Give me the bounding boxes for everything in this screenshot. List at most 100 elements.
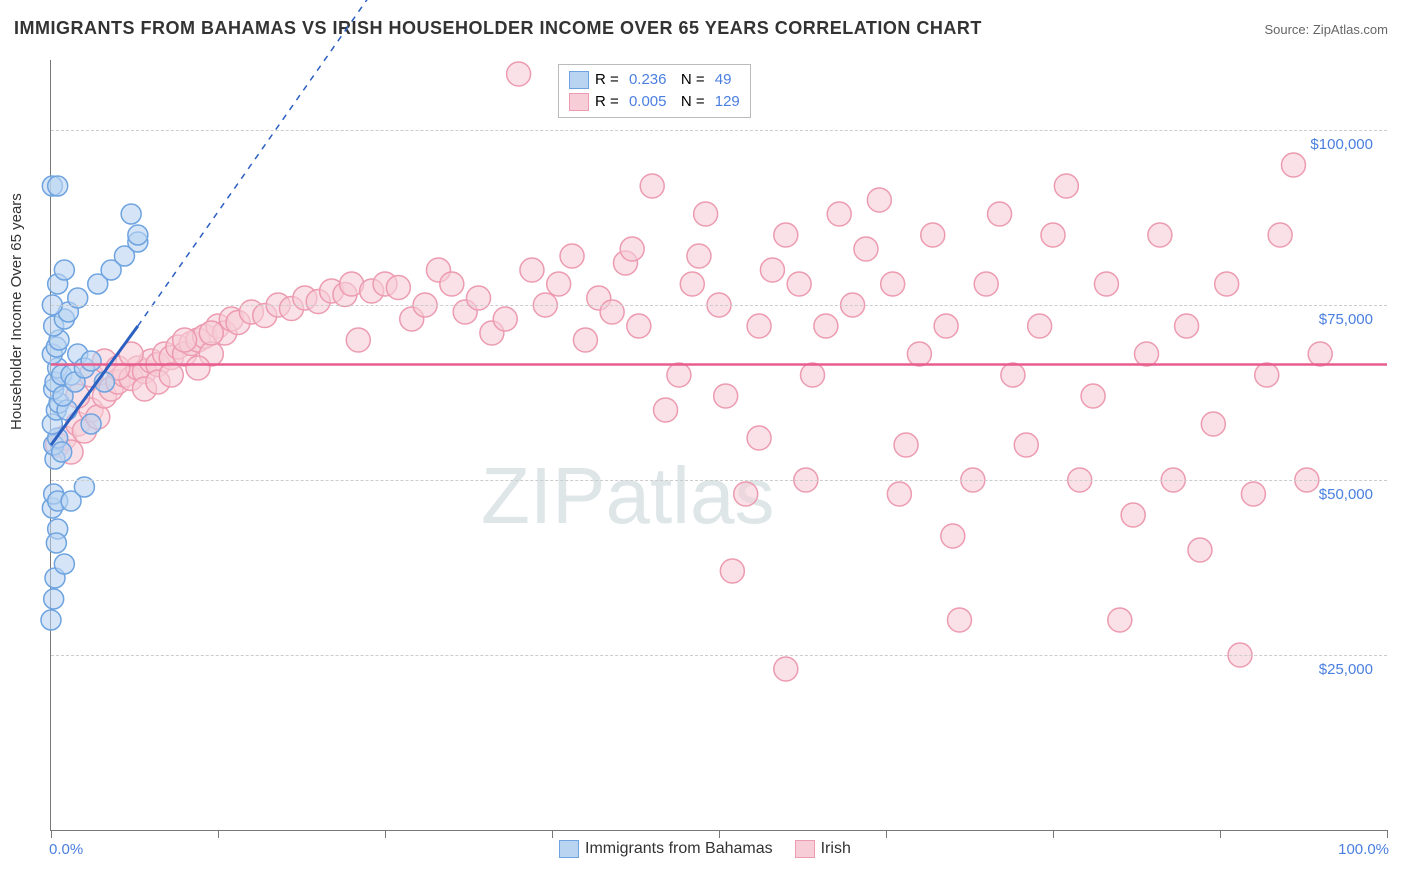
data-point-irish [1028,314,1052,338]
data-point-irish [801,363,825,387]
swatch-irish [569,93,589,111]
data-point-irish [694,202,718,226]
xtick [385,830,386,838]
legend-label-irish: Irish [821,840,851,858]
gridline-h [51,305,1387,306]
data-point-irish [440,272,464,296]
data-point-irish [1094,272,1118,296]
data-point-irish [467,286,491,310]
data-point-irish [854,237,878,261]
data-point-irish [547,272,571,296]
data-point-irish [1135,342,1159,366]
data-point-bahamas [54,554,74,574]
xtick [1220,830,1221,838]
data-point-irish [988,202,1012,226]
scatter-svg [51,60,1387,830]
data-point-irish [747,426,771,450]
xtick [1387,830,1388,838]
chart-title: IMMIGRANTS FROM BAHAMAS VS IRISH HOUSEHO… [14,18,982,39]
series-legend: Immigrants from Bahamas Irish [559,840,851,858]
data-point-bahamas [81,414,101,434]
data-point-irish [787,272,811,296]
data-point-irish [573,328,597,352]
data-point-bahamas [46,533,66,553]
data-point-irish [386,276,410,300]
legend-label-bahamas: Immigrants from Bahamas [585,840,773,858]
source-name: ZipAtlas.com [1313,22,1388,37]
xtick [552,830,553,838]
swatch-bahamas [559,840,579,858]
data-point-bahamas [121,204,141,224]
data-point-irish [1121,503,1145,527]
data-point-irish [1201,412,1225,436]
ytick-label: $50,000 [1319,486,1373,503]
data-point-irish [1014,433,1038,457]
gridline-h [51,655,1387,656]
data-point-irish [1108,608,1132,632]
xtick [51,830,52,838]
xtick [886,830,887,838]
data-point-irish [1215,272,1239,296]
data-point-irish [934,314,958,338]
data-point-irish [654,398,678,422]
ytick-label: $75,000 [1319,311,1373,328]
data-point-irish [493,307,517,331]
data-point-irish [173,328,197,352]
plot-area: ZIPatlas R = 0.236 N = 49 R = 0.005 N = … [50,60,1387,831]
stat-n-irish: 129 [715,91,740,113]
data-point-bahamas [54,260,74,280]
data-point-irish [346,328,370,352]
gridline-h [51,480,1387,481]
xtick-label-max: 100.0% [1338,841,1389,858]
data-point-irish [720,559,744,583]
ytick-label: $25,000 [1319,661,1373,678]
data-point-irish [1268,223,1292,247]
data-point-irish [1001,363,1025,387]
data-point-irish [941,524,965,548]
data-point-irish [1041,223,1065,247]
data-point-irish [1054,174,1078,198]
stat-n-label: N = [672,69,708,91]
data-point-irish [907,342,931,366]
data-point-bahamas [48,176,68,196]
data-point-irish [974,272,998,296]
data-point-irish [640,174,664,198]
data-point-irish [734,482,758,506]
xtick [218,830,219,838]
data-point-irish [667,363,691,387]
data-point-irish [620,237,644,261]
data-point-irish [560,244,584,268]
data-point-bahamas [52,442,72,462]
stats-row-bahamas: R = 0.236 N = 49 [569,69,740,91]
xtick [1053,830,1054,838]
data-point-irish [1281,153,1305,177]
data-point-bahamas [128,225,148,245]
data-point-irish [680,272,704,296]
swatch-bahamas [569,71,589,89]
stats-legend: R = 0.236 N = 49 R = 0.005 N = 129 [558,64,751,118]
y-axis-label: Householder Income Over 65 years [8,193,25,430]
data-point-irish [921,223,945,247]
data-point-irish [1081,384,1105,408]
xtick [719,830,720,838]
stat-r-bahamas: 0.236 [629,69,667,91]
data-point-irish [774,223,798,247]
stat-r-irish: 0.005 [629,91,667,113]
stat-n-bahamas: 49 [715,69,732,91]
data-point-irish [827,202,851,226]
data-point-irish [1255,363,1279,387]
legend-item-irish: Irish [795,840,851,858]
data-point-irish [1148,223,1172,247]
data-point-irish [894,433,918,457]
data-point-irish [520,258,544,282]
stats-row-irish: R = 0.005 N = 129 [569,91,740,113]
data-point-irish [199,321,223,345]
stat-n-label: N = [672,91,708,113]
data-point-irish [1241,482,1265,506]
data-point-irish [1188,538,1212,562]
data-point-irish [1175,314,1199,338]
data-point-irish [947,608,971,632]
data-point-irish [600,300,624,324]
data-point-irish [747,314,771,338]
data-point-irish [687,244,711,268]
